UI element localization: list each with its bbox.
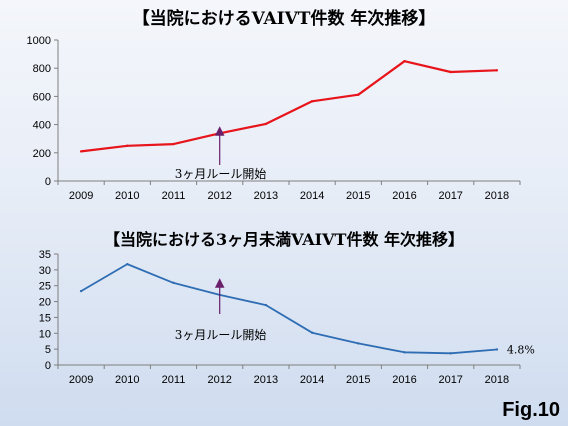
y-tick-label: 0 [45,176,51,188]
series-line [80,60,497,153]
y-tick-label: 800 [33,63,51,75]
y-tick-label: 35 [39,249,51,261]
y-tick-label: 10 [39,328,51,340]
x-tick-label: 2014 [300,374,324,386]
x-tick-label: 2014 [300,190,324,202]
figure-label: Fig.10 [502,399,560,421]
x-tick-label: 2011 [162,190,186,202]
data-point [310,331,314,334]
chart-2: 0 5 10 15 20 25 30 35 2009 2010 2011 2012 2013 2014 20… [39,249,535,386]
chart-1-title: 【当院におけるVAIVT件数 年次推移】 [132,9,436,29]
data-point [79,289,83,293]
annotation-label: 3ヶ月ルール開始 [175,328,267,342]
x-tick-label: 2012 [207,374,231,386]
data-point [449,70,452,74]
series-line [80,263,497,355]
data-point [495,348,499,351]
y-tick-label: 1000 [27,35,51,47]
x-tick-label: 2012 [207,190,231,202]
x-tick-label: 2010 [115,190,139,202]
y-tick-label: 20 [39,297,51,309]
data-point [449,352,452,355]
y-tick-label: 15 [39,312,51,324]
annotation-label: 3ヶ月ルール開始 [175,167,267,181]
data-point [172,142,175,146]
y-tick-label: 30 [39,265,51,277]
end-value-label: 4.8% [507,343,535,356]
x-tick-label: 2017 [438,190,462,202]
x-tick-label: 2009 [69,190,93,202]
x-tick-label: 2009 [69,374,93,386]
y-tick-label: 400 [33,120,51,132]
y-tick-label: 25 [39,281,51,293]
data-point [357,342,360,345]
x-tick-label: 2015 [346,190,370,202]
x-tick-label: 2010 [115,374,139,386]
data-point [126,262,129,266]
x-tick-label: 2018 [485,374,509,386]
chart-1: 0 200 400 600 800 1000 2009 2010 2011 2012 2013 201… [27,35,521,202]
x-tick-label: 2018 [485,190,509,202]
data-point [495,69,499,72]
data-point [126,144,129,147]
chart-2-title: 【当院における3ヶ月未満VAIVT件数 年次推移】 [103,230,465,249]
x-tick-label: 2015 [346,374,370,386]
x-tick-label: 2013 [254,374,278,386]
x-tick-label: 2016 [392,374,416,386]
y-tick-label: 200 [33,148,51,160]
x-tick-label: 2016 [392,190,416,202]
y-tick-label: 600 [33,91,51,103]
x-tick-label: 2017 [438,374,462,386]
x-tick-label: 2011 [162,374,186,386]
data-point [357,93,360,96]
y-tick-label: 0 [45,360,51,372]
data-point [403,59,406,63]
data-point [79,150,83,153]
data-point [172,281,175,285]
y-tick-label: 5 [45,344,51,356]
x-tick-label: 2013 [254,190,278,202]
data-point [264,122,268,126]
data-point [310,100,314,103]
data-point [403,351,406,354]
data-point [264,303,268,307]
